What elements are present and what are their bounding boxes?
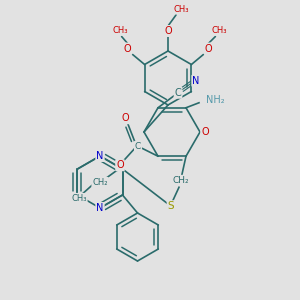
Text: O: O [116,160,124,170]
Text: O: O [121,113,129,123]
Text: CH₃: CH₃ [113,26,128,35]
Text: O: O [124,44,131,53]
Text: S: S [168,201,174,211]
Text: O: O [201,127,209,137]
Text: CH₃: CH₃ [212,26,227,35]
Text: O: O [205,44,212,53]
Text: N: N [96,151,104,161]
Text: C: C [175,88,182,98]
Text: O: O [164,26,172,36]
Text: N: N [192,76,200,86]
Text: CH₂: CH₂ [173,176,189,185]
Text: CH₃: CH₃ [173,4,189,14]
Text: C: C [135,142,141,151]
Text: N: N [96,203,104,213]
Text: CH₂: CH₂ [92,178,108,187]
Text: NH₂: NH₂ [206,95,225,105]
Text: CH₃: CH₃ [71,194,87,203]
